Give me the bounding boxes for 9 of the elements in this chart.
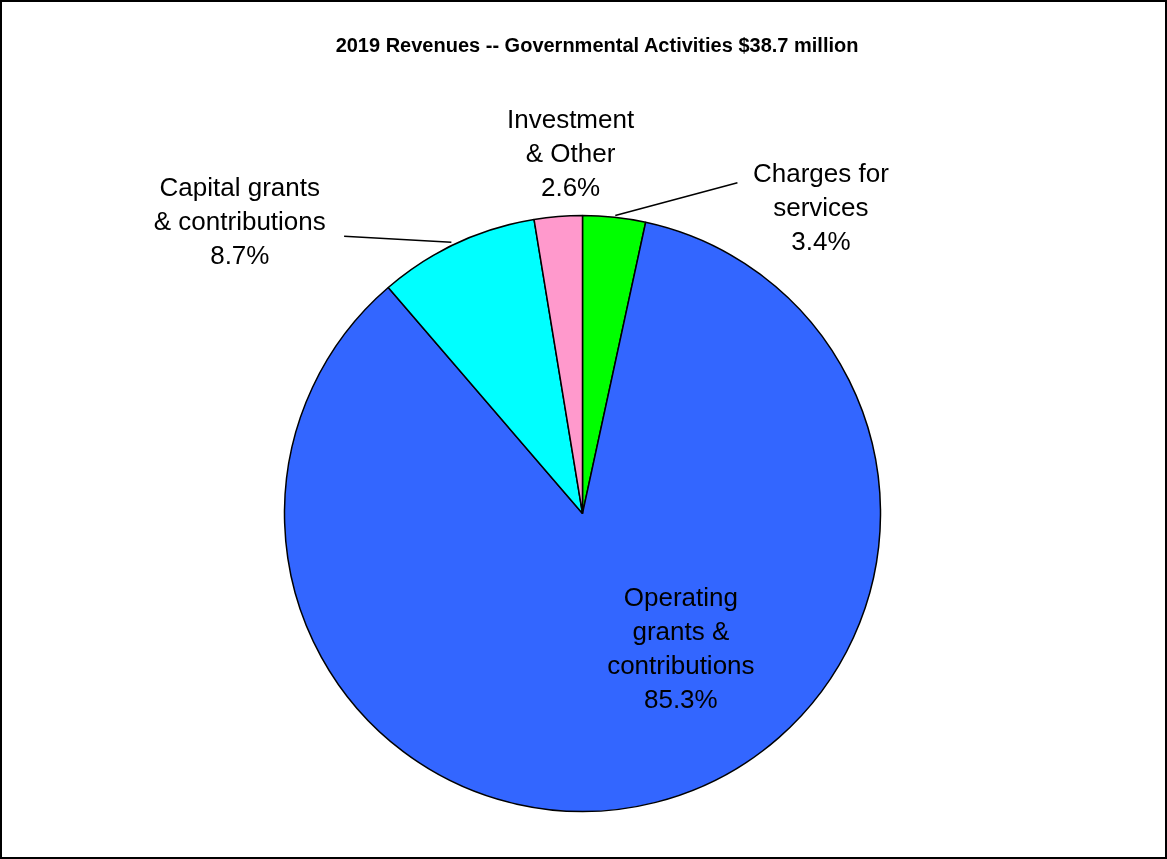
slice-label: Investment & Other: [507, 103, 635, 168]
slice-label: Charges for services: [752, 157, 890, 222]
data-label: 3.4%: [791, 225, 851, 256]
slice-label: Operating grants & contributions: [607, 581, 755, 680]
data-label: 2.6%: [540, 171, 601, 202]
chart-title: 2019 Revenues -- Governmental Activities $38.7 million: [335, 33, 859, 56]
data-label: 85.3%: [643, 683, 718, 714]
data-label: 8.7%: [210, 240, 270, 271]
slice-label: Capital grants & contributions: [153, 172, 326, 237]
